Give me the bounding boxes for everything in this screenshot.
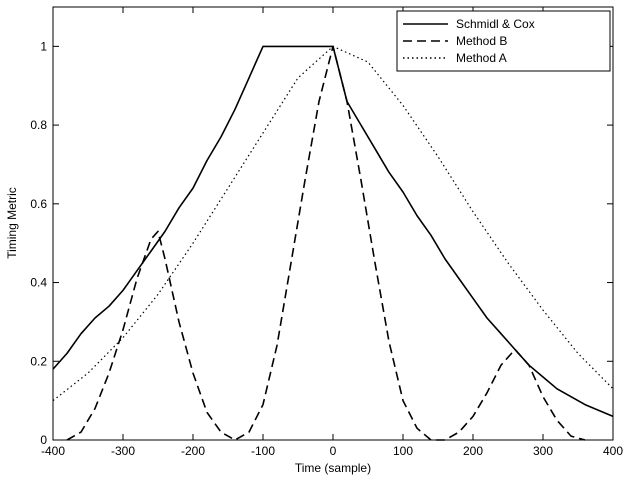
y-tick-label: 1 (40, 39, 47, 53)
plot-area (52, 6, 614, 441)
data-series (52, 45, 614, 441)
legend-label-method-a: Method A (456, 51, 507, 65)
legend: Schmidl & Cox Method B Method A (396, 10, 611, 72)
y-tick-label: 0.4 (30, 276, 47, 290)
y-tick-label: 0.6 (30, 197, 47, 211)
legend-label-method-b: Method B (456, 34, 507, 48)
y-tick-label: 0.8 (30, 118, 47, 132)
series-line-method-a (52, 45, 614, 402)
series-line-method-b (66, 45, 586, 441)
x-axis-label: Time (sample) (295, 461, 371, 475)
y-axis-label: Timing Metric (5, 187, 19, 259)
y-tick-label: 0 (40, 433, 47, 447)
x-tick-label: 100 (393, 444, 413, 458)
y-tick-label: 0.2 (30, 354, 47, 368)
x-tick-label: -400 (41, 444, 65, 458)
x-tick-label: 200 (463, 444, 483, 458)
x-tick-label: 0 (330, 444, 337, 458)
x-tick-label: -100 (251, 444, 275, 458)
axis-ticks: -400 -300 -200 -100 0 100 200 300 400 0 0.2 0.4 0.6 0… (30, 7, 623, 458)
x-tick-label: -200 (181, 444, 205, 458)
x-tick-label: 400 (603, 444, 623, 458)
legend-label-schmidl-cox: Schmidl & Cox (456, 17, 535, 31)
x-tick-label: -300 (111, 444, 135, 458)
x-tick-label: 300 (533, 444, 553, 458)
